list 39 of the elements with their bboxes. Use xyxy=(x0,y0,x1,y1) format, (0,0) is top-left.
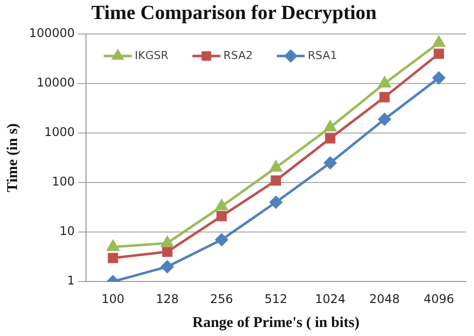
x-tick-label: 1024 xyxy=(314,292,346,306)
point xyxy=(270,196,282,209)
y-tick-label: 100 xyxy=(52,174,75,189)
point xyxy=(162,246,172,257)
y-tick-label: 10 xyxy=(60,224,75,238)
y-tick-label: 10000 xyxy=(36,76,75,90)
point xyxy=(378,76,391,88)
chart-title: Time Comparison for Decryption xyxy=(91,2,377,24)
point xyxy=(216,210,227,222)
point xyxy=(434,48,444,59)
point xyxy=(324,156,336,170)
point xyxy=(270,175,282,186)
x-tick-label: 4096 xyxy=(424,292,454,306)
point xyxy=(161,236,174,248)
x-tick-label: 256 xyxy=(210,292,234,306)
legend-label: RSA1 xyxy=(308,48,338,62)
y-tick-label: 1000 xyxy=(44,125,75,140)
x-tick-label: 128 xyxy=(156,292,179,306)
point xyxy=(325,133,336,144)
legend-label: RSA2 xyxy=(223,48,253,62)
point xyxy=(215,234,228,246)
y-tick-label: 100000 xyxy=(28,26,75,40)
point xyxy=(432,72,446,84)
point xyxy=(378,112,391,126)
point xyxy=(432,36,445,47)
point xyxy=(216,200,228,210)
y-axis-title: Time (in s) xyxy=(4,123,21,192)
x-tick-label: 512 xyxy=(264,292,288,306)
point xyxy=(161,260,174,273)
point xyxy=(106,240,119,251)
legend-label: IKGSR xyxy=(134,48,169,62)
y-tick-label: 1 xyxy=(67,274,75,288)
point xyxy=(324,120,336,132)
x-tick-label: 2048 xyxy=(369,292,400,306)
point xyxy=(108,252,118,264)
x-axis-title: Range of Prime's ( in bits) xyxy=(192,314,360,331)
x-tick-label: 100 xyxy=(102,292,124,306)
point xyxy=(379,92,390,102)
point xyxy=(270,160,282,172)
